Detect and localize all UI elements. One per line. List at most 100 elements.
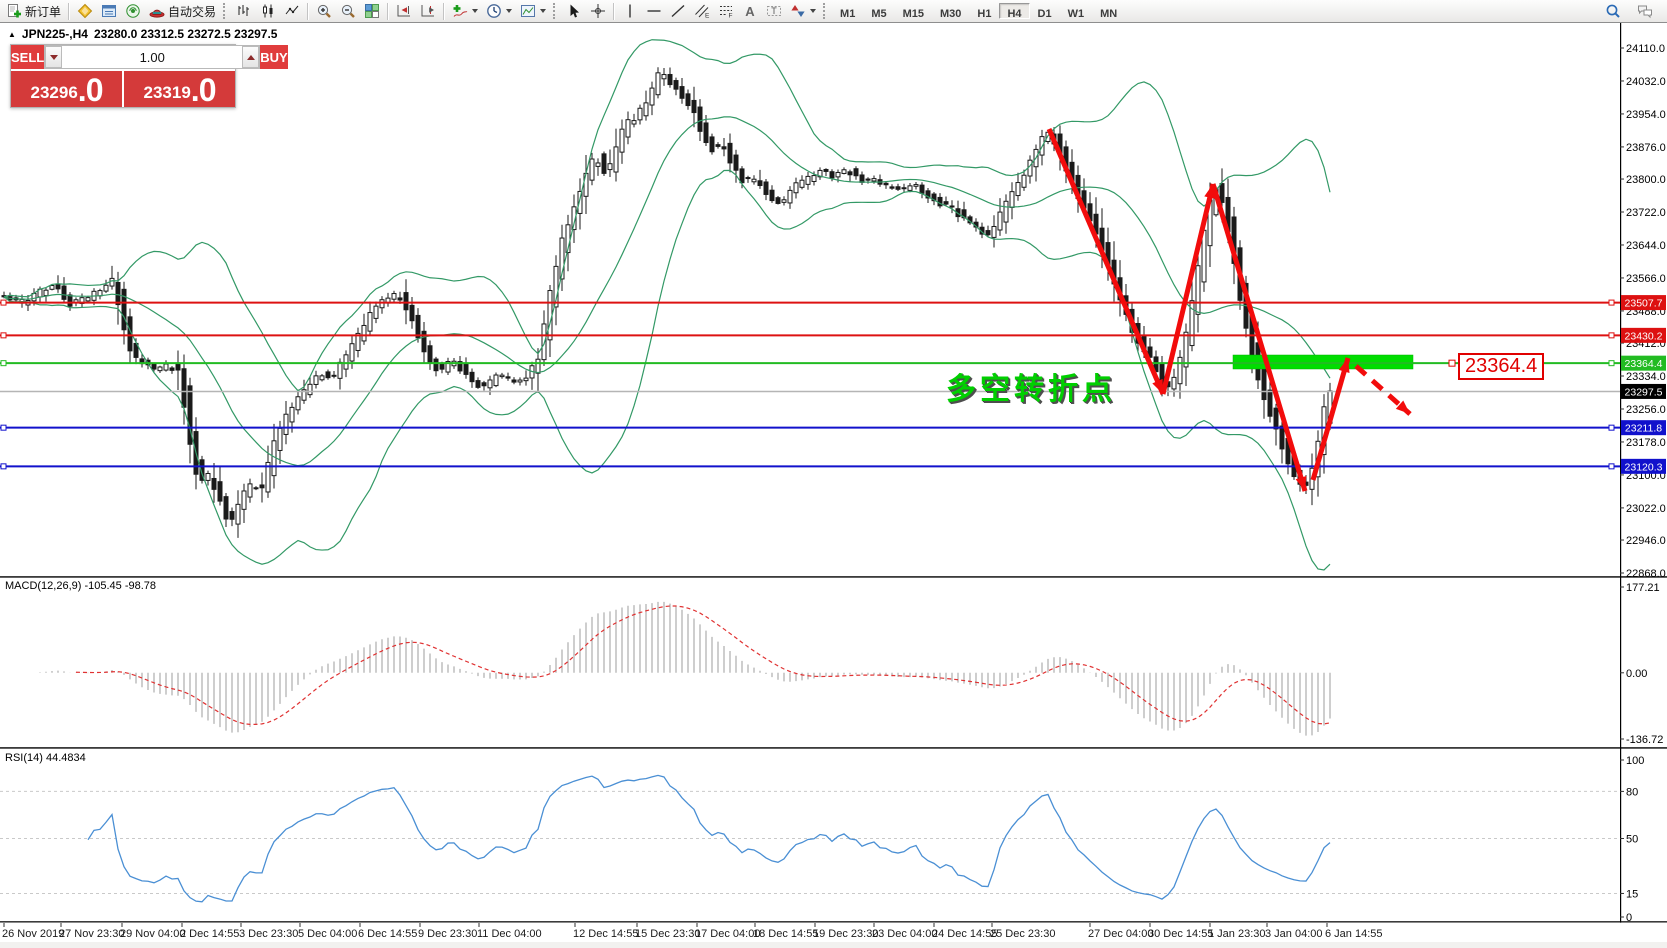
candlestick — [499, 372, 505, 379]
candlestick — [907, 183, 913, 193]
text-icon: A — [742, 3, 758, 19]
cursor-button[interactable] — [562, 1, 586, 21]
candlestick — [379, 296, 385, 314]
candlestick — [235, 490, 241, 538]
line-handle[interactable] — [1608, 463, 1615, 470]
equidistant-channel-button[interactable]: E — [690, 1, 714, 21]
candlestick — [421, 321, 427, 364]
line-chart-button[interactable] — [280, 1, 304, 21]
autotrading-button[interactable]: 自动交易 — [145, 1, 220, 21]
candlestick — [643, 90, 649, 121]
candlestick — [553, 255, 559, 326]
time-tick-label: 1 Jan 23:30 — [1208, 928, 1266, 940]
timeframe-d1-button[interactable]: D1 — [1030, 3, 1060, 20]
vertical-line-button[interactable] — [618, 1, 642, 21]
timeframe-mn-button[interactable]: MN — [1092, 3, 1125, 20]
line-handle[interactable] — [0, 299, 7, 306]
toolbar-grip[interactable] — [553, 3, 558, 19]
metaeditor-button[interactable] — [73, 1, 97, 21]
rsi-pane[interactable] — [0, 774, 1620, 903]
line-handle[interactable] — [0, 463, 7, 470]
horizontal-line-button[interactable] — [642, 1, 666, 21]
candlestick — [217, 466, 223, 506]
chart-shift-button[interactable] — [416, 1, 440, 21]
time-tick-label: 3 Jan 04:00 — [1265, 928, 1323, 940]
trend-arrow-segment[interactable] — [1310, 357, 1351, 481]
pane-separator[interactable] — [0, 747, 1667, 749]
bar-chart-button[interactable] — [232, 1, 256, 21]
collapse-arrow-icon[interactable]: ▲ — [8, 29, 16, 39]
candlestick — [331, 371, 337, 379]
cursor-icon — [566, 3, 582, 19]
sell-price[interactable]: 23296.0 — [11, 71, 122, 107]
volume-decrease-button[interactable] — [45, 46, 63, 68]
time-tick-label: 25 Dec 23:30 — [990, 928, 1055, 940]
indicators-button[interactable] — [448, 1, 482, 21]
tile-windows-button[interactable] — [360, 1, 384, 21]
buy-button[interactable]: BUY — [260, 45, 288, 69]
buy-price[interactable]: 23319.0 — [122, 71, 235, 107]
timeframe-h1-button[interactable]: H1 — [969, 3, 999, 20]
arrows-button[interactable] — [786, 1, 820, 21]
toolbar-grip[interactable] — [223, 3, 228, 19]
candlestick — [949, 200, 955, 214]
search-button[interactable] — [1601, 1, 1625, 21]
volume-increase-button[interactable] — [242, 46, 260, 68]
toolbar-grip[interactable] — [823, 3, 828, 19]
candlestick — [667, 67, 673, 88]
line-handle[interactable] — [0, 332, 7, 339]
pane-separator[interactable] — [0, 576, 1667, 578]
chart-text-annotation[interactable]: 多空转折点 — [946, 373, 1116, 406]
price-callout-label[interactable]: 23364.4 — [1458, 353, 1545, 380]
periods-button[interactable] — [482, 1, 516, 21]
crosshair-button[interactable] — [586, 1, 610, 21]
auto-scroll-button[interactable] — [392, 1, 416, 21]
horizontal-level-lines[interactable] — [0, 299, 1620, 470]
zoom-in-button[interactable] — [312, 1, 336, 21]
crosshair-icon — [590, 3, 606, 19]
volume-input[interactable] — [62, 46, 243, 68]
timeframe-m15-button[interactable]: M15 — [895, 3, 932, 20]
timeframe-w1-button[interactable]: W1 — [1060, 3, 1093, 20]
candlestick — [1021, 169, 1027, 191]
candlestick — [721, 137, 727, 157]
candlestick-chart-button[interactable] — [256, 1, 280, 21]
market-watch-button[interactable] — [97, 1, 121, 21]
candlestick — [157, 365, 163, 374]
projected-move-dashed-arrow[interactable] — [1354, 364, 1412, 416]
candlestick — [319, 374, 325, 382]
zoom-out-button[interactable] — [336, 1, 360, 21]
triangle-up-icon — [246, 54, 255, 60]
callout-anchor[interactable] — [1448, 359, 1456, 367]
timeframe-h4-button[interactable]: H4 — [999, 3, 1030, 20]
text-button[interactable]: A — [738, 1, 762, 21]
line-handle[interactable] — [1608, 332, 1615, 339]
sell-button[interactable]: SELL — [11, 45, 45, 69]
timeframe-m30-button[interactable]: M30 — [932, 3, 969, 20]
fibonacci-button[interactable]: F — [714, 1, 738, 21]
text-label-button[interactable]: T — [762, 1, 786, 21]
trend-arrow-segment[interactable] — [1160, 183, 1216, 395]
line-handle[interactable] — [0, 424, 7, 431]
line-handle[interactable] — [1608, 299, 1615, 306]
timeframe-m5-button[interactable]: M5 — [863, 3, 894, 20]
line-handle[interactable] — [0, 360, 7, 367]
candlestick — [997, 198, 1003, 236]
new-order-button[interactable]: 新订单 — [2, 1, 65, 21]
timeframe-m1-button[interactable]: M1 — [832, 3, 863, 20]
price-badge: 23364.4 — [1621, 355, 1666, 371]
green-highlight-zone[interactable] — [1232, 354, 1414, 370]
line-handle[interactable] — [1608, 424, 1615, 431]
candlestick — [895, 183, 901, 191]
signals-button[interactable] — [121, 1, 145, 21]
trend-arrows[interactable] — [1046, 128, 1456, 493]
macd-pane[interactable] — [39, 601, 1331, 736]
line-handle[interactable] — [1608, 360, 1615, 367]
templates-button[interactable] — [516, 1, 550, 21]
trend-arrow-segment[interactable] — [1210, 183, 1308, 492]
axis-tick-label: 15 — [1626, 888, 1638, 900]
trend-arrow-segment[interactable] — [1046, 128, 1166, 395]
trendline-button[interactable] — [666, 1, 690, 21]
chat-button[interactable] — [1633, 1, 1657, 21]
